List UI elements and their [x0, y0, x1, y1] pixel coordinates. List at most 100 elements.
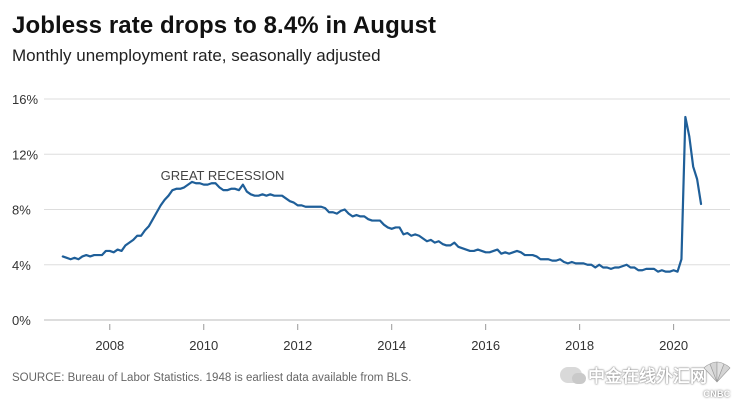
data-point [293, 201, 295, 204]
data-point [175, 188, 177, 190]
data-point [602, 266, 604, 269]
data-point [567, 262, 569, 264]
data-point [250, 193, 252, 195]
x-tick-label: 2020 [659, 338, 688, 353]
data-point [62, 255, 64, 258]
data-point [210, 182, 213, 184]
data-point [367, 218, 369, 220]
data-point [528, 254, 530, 256]
data-point [254, 195, 256, 197]
data-point [179, 188, 181, 190]
data-point [195, 182, 197, 184]
data-point [269, 193, 271, 195]
data-point [261, 193, 264, 195]
data-point [332, 211, 334, 213]
data-point [379, 219, 381, 222]
x-tick-label: 2014 [377, 338, 406, 353]
data-point [285, 197, 287, 200]
data-point [657, 271, 659, 273]
data-point [422, 237, 424, 240]
data-point [473, 250, 475, 252]
data-point [199, 182, 201, 184]
data-point [277, 195, 279, 197]
data-point [156, 211, 158, 213]
data-point [418, 235, 420, 237]
data-point [136, 235, 138, 237]
data-point [512, 251, 514, 253]
chart-subtitle: Monthly unemployment rate, seasonally ad… [12, 46, 381, 65]
cnbc-logo: CNBC [700, 360, 734, 399]
data-point [85, 254, 87, 256]
data-point [391, 228, 393, 230]
data-point [320, 206, 322, 208]
data-point [543, 258, 546, 260]
data-points [62, 116, 702, 273]
data-point [281, 195, 283, 197]
y-axis: 0% 4% 8% 12% 16% [12, 92, 38, 328]
data-point [363, 215, 365, 218]
data-point [504, 251, 506, 253]
data-point [590, 264, 592, 266]
unemployment-rate-line [61, 115, 703, 273]
data-point [559, 258, 561, 260]
data-point [297, 204, 299, 206]
data-point [160, 204, 162, 206]
data-point [230, 188, 232, 190]
data-point [669, 271, 671, 273]
data-point [571, 261, 573, 263]
data-point [191, 181, 193, 183]
data-point [598, 264, 600, 266]
data-point [148, 225, 150, 227]
data-point [226, 189, 228, 191]
data-point [626, 264, 628, 266]
x-tick-label: 2012 [283, 338, 312, 353]
y-tick-label: 12% [12, 147, 38, 162]
data-point [238, 189, 240, 191]
data-point [101, 254, 103, 256]
data-point [414, 233, 416, 235]
data-point [508, 253, 510, 255]
data-point [535, 255, 538, 258]
data-point [398, 226, 401, 229]
data-point [618, 266, 620, 269]
data-point [684, 116, 686, 118]
data-point [637, 269, 639, 271]
data-point [124, 244, 127, 247]
data-point [692, 166, 694, 168]
data-point [434, 242, 436, 244]
data-point [132, 239, 134, 241]
data-point [144, 229, 146, 231]
data-point [449, 244, 452, 247]
data-point [273, 195, 275, 197]
data-point [301, 204, 303, 206]
data-point [234, 188, 236, 190]
data-point [117, 248, 119, 251]
data-point [661, 269, 663, 271]
data-point [594, 266, 596, 269]
data-point [633, 266, 636, 269]
annotations: GREAT RECESSION [161, 168, 285, 183]
data-point [187, 184, 189, 186]
data-point [218, 186, 221, 188]
data-point [214, 182, 217, 184]
data-point [575, 262, 577, 264]
data-point [551, 260, 553, 262]
data-point [395, 226, 397, 229]
data-point [355, 214, 358, 216]
data-point [629, 266, 632, 269]
data-point [359, 215, 361, 218]
data-point [579, 262, 581, 264]
data-point [410, 235, 412, 237]
data-point [457, 246, 459, 248]
data-point [109, 250, 111, 252]
data-point [614, 266, 616, 269]
data-point [316, 206, 318, 208]
data-point [442, 243, 444, 245]
data-point [524, 254, 526, 256]
data-point [70, 258, 72, 260]
data-point [183, 186, 185, 188]
data-point [520, 251, 522, 253]
data-point [207, 184, 209, 186]
data-point [532, 254, 534, 256]
data-point [140, 235, 142, 237]
